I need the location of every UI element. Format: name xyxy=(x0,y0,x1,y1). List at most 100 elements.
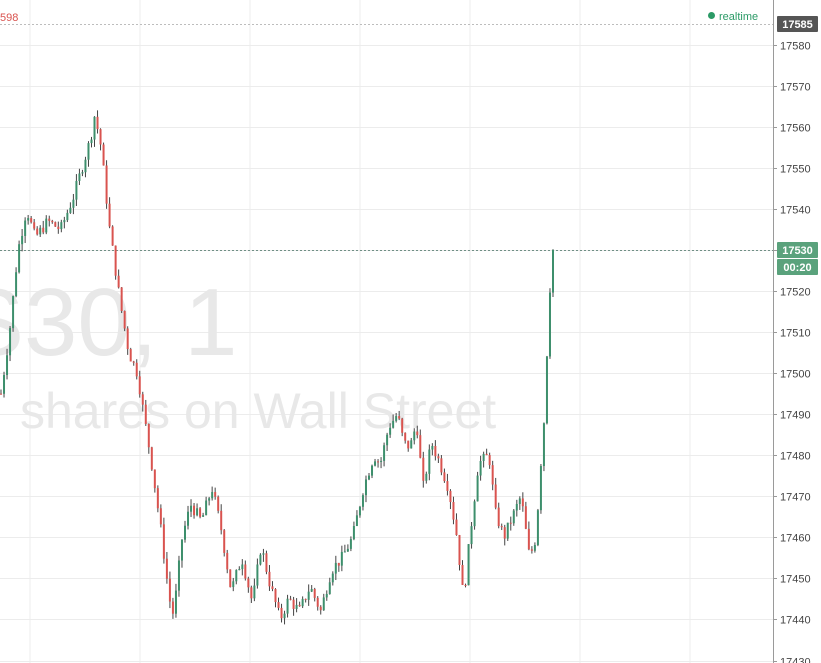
candle xyxy=(54,221,57,227)
candle xyxy=(262,548,265,562)
candle xyxy=(27,214,30,225)
candle xyxy=(229,569,232,588)
candle xyxy=(494,477,497,510)
candle xyxy=(358,505,361,518)
candle xyxy=(446,473,449,496)
candle-body xyxy=(72,199,75,208)
candle xyxy=(452,496,455,525)
candle-body xyxy=(313,589,316,598)
candle-body xyxy=(552,249,554,293)
candle xyxy=(108,197,111,229)
candle-body xyxy=(358,506,361,516)
candle xyxy=(141,391,144,412)
candle-body xyxy=(193,505,196,516)
candle xyxy=(449,489,452,510)
candle-body xyxy=(126,328,129,350)
candle-body xyxy=(114,245,117,276)
candle-body xyxy=(340,551,343,566)
candle xyxy=(99,128,102,151)
candle-body xyxy=(15,272,18,297)
candle-body xyxy=(244,564,247,579)
candle-body xyxy=(395,416,398,421)
candle-body xyxy=(202,515,205,517)
candle-body xyxy=(42,227,45,233)
candle-body xyxy=(422,457,425,481)
axis-tick-label: 17560 xyxy=(780,123,811,135)
candle xyxy=(150,446,153,471)
last-price-tag-bg xyxy=(777,242,818,258)
candle xyxy=(153,469,156,493)
candle xyxy=(518,496,521,510)
candle-body xyxy=(401,418,404,433)
candle xyxy=(96,110,99,134)
candle xyxy=(3,371,6,398)
candle-body xyxy=(524,506,527,529)
candle xyxy=(386,432,389,452)
candle xyxy=(539,463,542,514)
candle-body xyxy=(190,505,193,512)
candle-body xyxy=(331,573,334,583)
candle xyxy=(374,458,377,467)
candle xyxy=(162,517,165,564)
candle-body xyxy=(527,528,530,550)
candle-body xyxy=(184,525,186,540)
candle xyxy=(395,412,398,423)
candle-body xyxy=(259,554,262,565)
candle xyxy=(18,240,21,274)
candle-body xyxy=(416,431,419,436)
countdown-tag: 00:20 xyxy=(783,262,811,274)
candle xyxy=(503,524,506,546)
candle-body xyxy=(271,586,274,590)
candle xyxy=(530,546,533,554)
candle xyxy=(515,499,518,517)
candle-body xyxy=(404,432,407,441)
candle xyxy=(346,544,349,552)
candle-body xyxy=(389,427,392,435)
candle xyxy=(473,499,476,530)
candle xyxy=(42,220,45,235)
candle-body xyxy=(93,116,96,140)
candle-body xyxy=(138,376,141,395)
candle-body xyxy=(491,465,494,485)
candle xyxy=(485,448,488,456)
price-axis[interactable]: 17430 17440 17450 17460 17470 17480 17490 17500… xyxy=(773,0,811,663)
candle xyxy=(500,523,503,531)
candle-body xyxy=(162,524,165,559)
candle xyxy=(428,444,431,481)
candle xyxy=(328,577,331,595)
candle-body xyxy=(349,539,352,549)
candle-body xyxy=(21,235,24,245)
candle-body xyxy=(476,475,479,502)
candle xyxy=(57,221,60,234)
axis-tick-label: 17490 xyxy=(780,410,811,422)
candle-body xyxy=(265,553,268,572)
high-marker-tag: 17585 xyxy=(782,19,813,31)
candle-body xyxy=(36,228,39,235)
candle xyxy=(316,596,319,611)
candle-body xyxy=(48,218,51,221)
candle xyxy=(33,218,36,231)
candle xyxy=(253,578,256,602)
candle-body xyxy=(533,545,536,551)
candle-body xyxy=(449,490,452,503)
candle xyxy=(123,310,126,332)
candle xyxy=(217,495,220,514)
candle-body xyxy=(485,453,488,456)
candle xyxy=(247,576,250,593)
candle-body xyxy=(120,287,123,311)
candle xyxy=(156,485,159,513)
candle-body xyxy=(69,207,72,213)
candle-body xyxy=(413,431,416,441)
candle-body xyxy=(253,585,256,599)
candle xyxy=(389,423,392,438)
axis-tick-label: 17500 xyxy=(780,369,811,381)
countdown-tag-bg xyxy=(777,259,818,275)
candle-body xyxy=(289,598,292,600)
candle-body xyxy=(96,116,99,130)
candle xyxy=(72,193,75,215)
candle-body xyxy=(147,423,150,448)
candle xyxy=(268,565,271,591)
candle xyxy=(377,459,380,468)
candle-body xyxy=(54,222,57,227)
